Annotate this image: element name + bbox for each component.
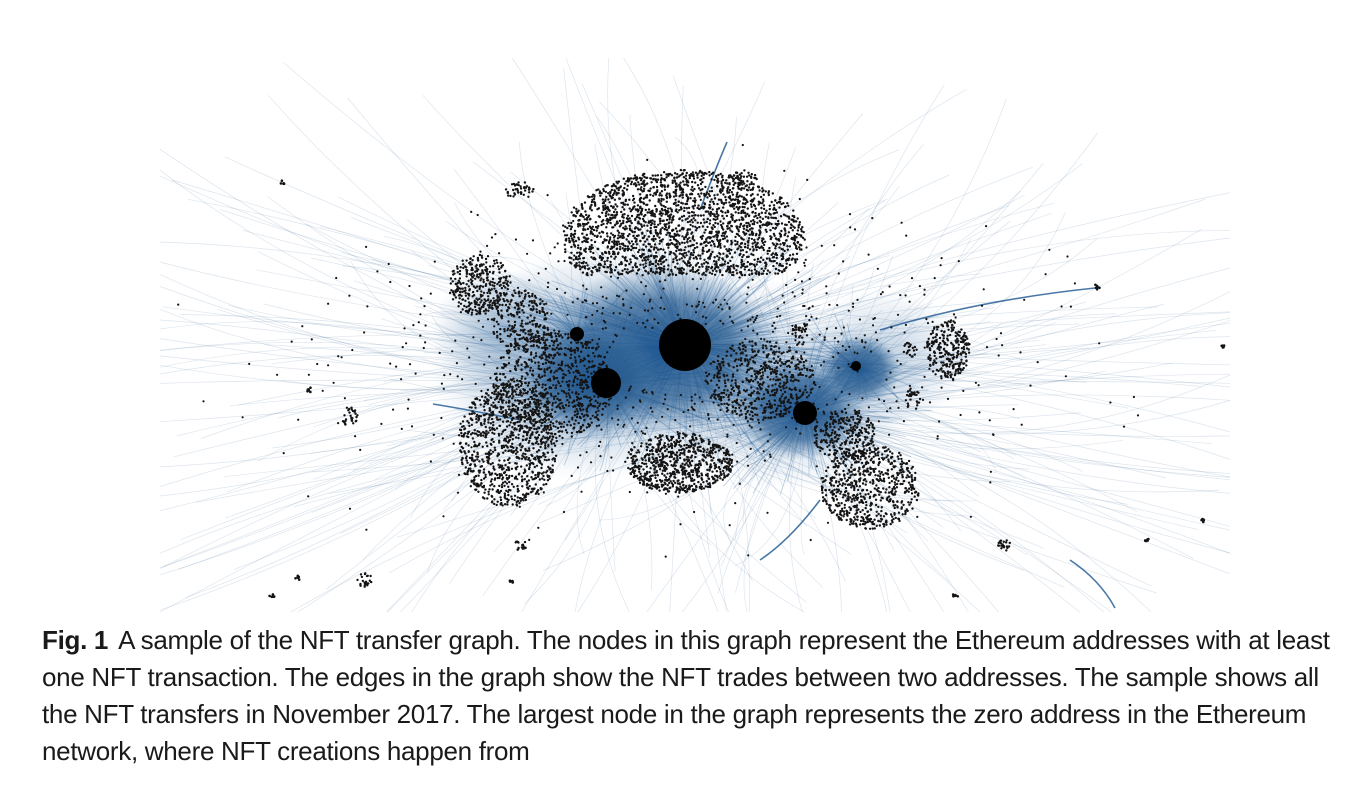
hub-node: [570, 327, 584, 341]
node-layer: [177, 143, 1226, 599]
hub-node: [851, 361, 861, 371]
figure-label: Fig. 1: [42, 625, 109, 655]
hub-node-layer: [570, 319, 861, 425]
hub-node: [793, 401, 817, 425]
figure-caption-text: A sample of the NFT transfer graph. The …: [42, 625, 1330, 766]
hub-node: [591, 368, 621, 398]
nft-transfer-graph: [159, 57, 1231, 613]
zero-address-hub-node: [659, 319, 711, 371]
